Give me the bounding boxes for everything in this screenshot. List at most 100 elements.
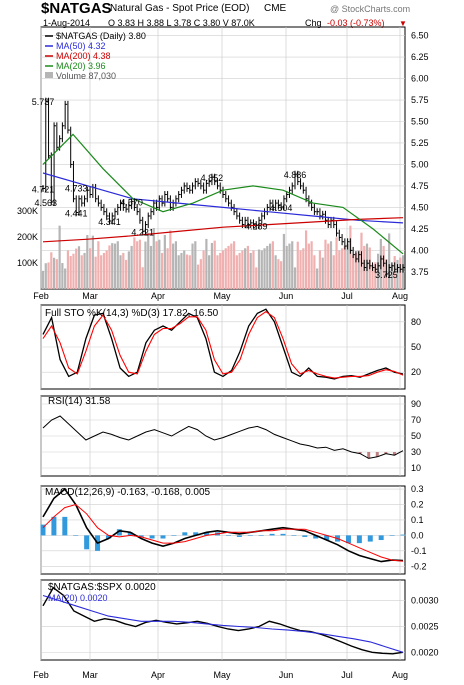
- volume-bar: [357, 250, 360, 289]
- panel-frame-macd: [40, 485, 406, 575]
- volume-bar: [50, 252, 53, 289]
- volume-bar: [119, 255, 122, 289]
- macd-histogram-bar: [258, 535, 264, 536]
- price-annotation: 3.725: [375, 270, 398, 280]
- volume-bar: [172, 243, 175, 289]
- macd-histogram-bar: [73, 535, 79, 536]
- price-annotation: 4.221: [131, 227, 154, 237]
- volume-bar: [260, 250, 263, 289]
- volume-bar: [291, 241, 294, 289]
- volume-bar: [329, 241, 333, 289]
- macd-line: [42, 487, 404, 563]
- volume-bar: [163, 235, 166, 289]
- macd-signal-line: [42, 503, 404, 562]
- y-tick-label: 0.0020: [411, 647, 439, 657]
- y-tick-label: 0.0025: [411, 621, 439, 631]
- volume-bar: [41, 270, 45, 289]
- volume-bar: [116, 241, 119, 289]
- volume-bar: [199, 259, 202, 289]
- volume-bar: [52, 257, 56, 289]
- volume-bar: [238, 252, 241, 289]
- x-tick-label: May: [213, 670, 231, 680]
- y-tick-label: 5.00: [411, 159, 429, 169]
- volume-bar: [224, 248, 227, 289]
- ma-line-ma20: [42, 133, 404, 255]
- volume-bar: [285, 245, 288, 289]
- volume-bar: [282, 233, 286, 289]
- volume-bar: [232, 241, 236, 289]
- volume-bar: [396, 259, 399, 289]
- price-annotation: 4.570: [120, 197, 143, 207]
- stoch-d-line: [42, 311, 404, 379]
- volume-bar: [191, 243, 194, 289]
- x-tick-label: Feb: [33, 291, 49, 301]
- volume-bar: [244, 248, 247, 289]
- volume-bar: [310, 241, 313, 289]
- ratio-legend: $NATGAS:$SPX 0.0020: [48, 582, 156, 593]
- y-tick-label: 20: [411, 367, 421, 377]
- volume-bar: [274, 255, 277, 289]
- y-tick-label: 50: [411, 342, 421, 352]
- y-tick-label: 5.75: [411, 95, 429, 105]
- macd-histogram-bar: [84, 535, 90, 550]
- volume-bar: [246, 245, 250, 289]
- y-tick-label: 0.2: [411, 500, 424, 510]
- volume-bar: [371, 264, 374, 289]
- volume-bar: [105, 250, 108, 289]
- x-tick-label: Apr: [151, 291, 165, 301]
- ohlc-readout: O 3.83 H 3.88 L 3.78 C 3.80 V 87.0K: [108, 18, 255, 28]
- volume-bar: [80, 255, 83, 289]
- x-tick-label: Apr: [151, 670, 165, 680]
- volume-bar: [316, 268, 319, 289]
- volume-bar: [169, 230, 172, 289]
- macd-histogram-bar: [40, 524, 46, 536]
- y-tick-label: 70: [411, 415, 421, 425]
- volume-bar: [177, 255, 180, 289]
- rsi-legend: RSI(14) 31.58: [48, 396, 111, 407]
- x-tick-label: Jul: [341, 670, 353, 680]
- stockcharts-watermark: @ StockCharts.com: [330, 4, 411, 14]
- volume-bar: [219, 252, 222, 289]
- macd-legend: MACD(12,26,9) -0.163, -0.168, 0.005: [45, 487, 211, 498]
- chart-name: Natural Gas - Spot Price (EOD): [110, 3, 250, 14]
- volume-bar: [388, 233, 391, 289]
- volume-bar: [332, 255, 335, 289]
- macd-histogram-bar: [291, 535, 297, 536]
- x-tick-label: Jun: [279, 670, 294, 680]
- volume-bar: [141, 267, 144, 289]
- ma-line-ma200: [42, 217, 404, 243]
- volume-tick-label: 300K: [17, 206, 38, 216]
- volume-bar: [91, 235, 94, 289]
- x-tick-label: Aug: [392, 291, 408, 301]
- y-tick-label: 4.00: [411, 245, 429, 255]
- volume-bar: [55, 259, 58, 289]
- volume-bar: [324, 239, 327, 289]
- ratio-ma-legend: MA(20) 0.0020: [48, 593, 108, 603]
- macd-histogram-bar: [193, 532, 199, 536]
- macd-histogram-bar: [182, 532, 188, 536]
- volume-bar: [263, 248, 266, 289]
- y-tick-label: 0.3: [411, 484, 424, 494]
- volume-bar: [221, 250, 225, 289]
- macd-histogram-bar: [356, 535, 362, 544]
- y-tick-label: -0.1: [411, 546, 427, 556]
- macd-histogram-bar: [389, 535, 395, 536]
- macd-histogram-bar: [149, 535, 155, 539]
- chart-date: 1-Aug-2014: [43, 18, 91, 28]
- volume-bar: [58, 225, 61, 289]
- volume-bar: [321, 257, 324, 289]
- price-annotation: 4.504: [270, 203, 293, 213]
- volume-bar: [399, 257, 402, 289]
- y-tick-label: 4.50: [411, 202, 429, 212]
- volume-bar: [318, 250, 322, 289]
- volume-bar: [343, 245, 346, 289]
- volume-bar: [122, 252, 125, 289]
- volume-bar: [149, 245, 153, 289]
- volume-bar: [255, 267, 258, 289]
- legend-entry: $NATGAS (Daily) 3.80: [56, 31, 146, 41]
- volume-bar: [160, 252, 164, 289]
- volume-bar: [166, 248, 169, 289]
- macd-histogram-bar: [324, 535, 330, 541]
- y-tick-label: 5.50: [411, 116, 429, 126]
